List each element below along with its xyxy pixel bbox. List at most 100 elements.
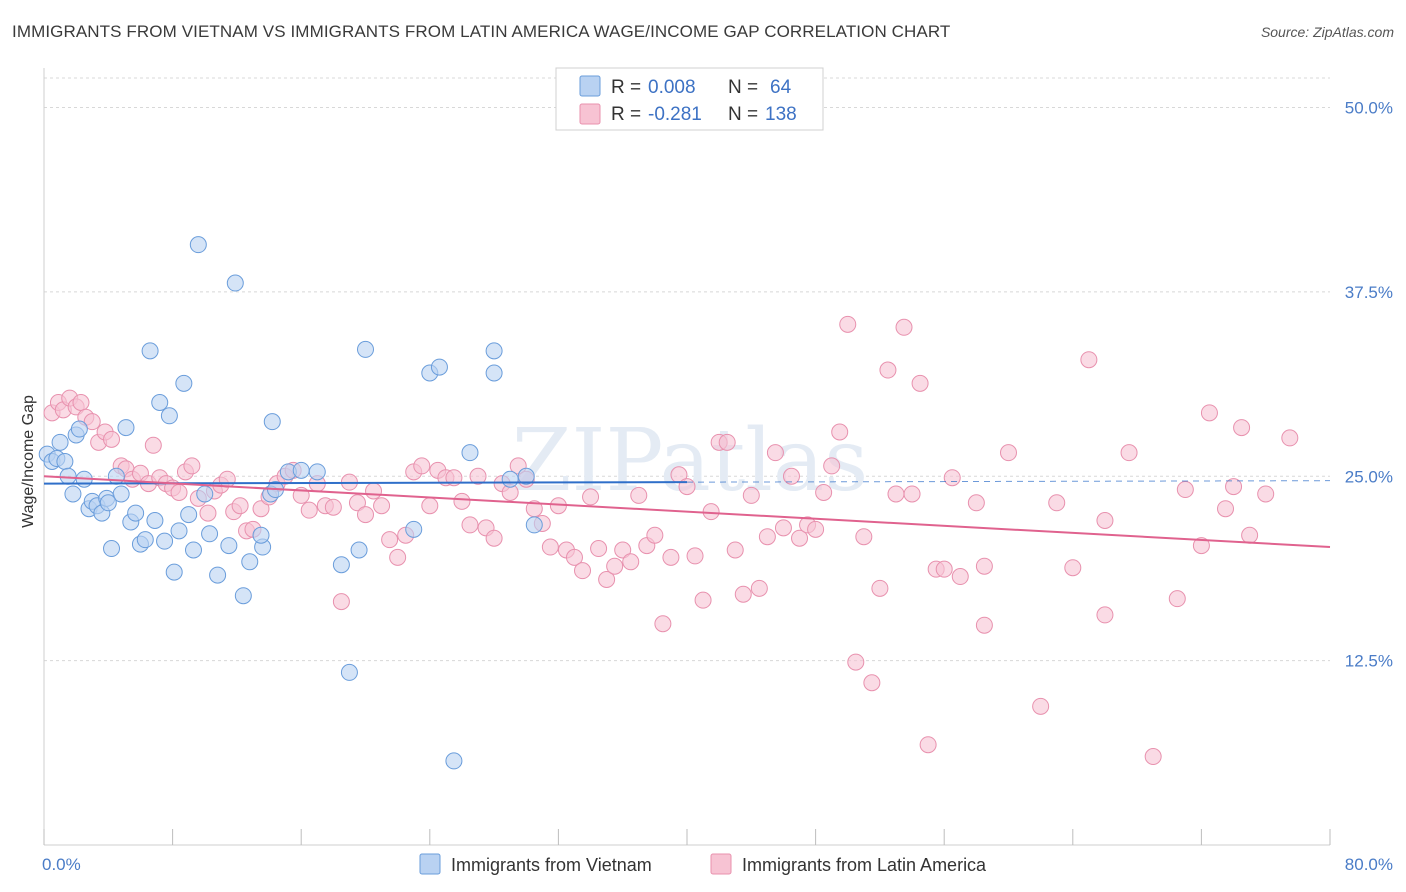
data-point-latam	[1080, 351, 1098, 369]
legend-n-value: 64	[770, 77, 792, 98]
data-point-latam	[847, 653, 865, 671]
data-point-vietnam	[107, 467, 125, 485]
data-point-latam	[373, 497, 391, 515]
data-point-vietnam	[430, 358, 448, 376]
data-point-vietnam	[117, 419, 135, 437]
data-point-vietnam	[209, 566, 227, 584]
data-point-latam	[734, 585, 752, 603]
data-point-vietnam	[99, 494, 117, 512]
data-point-vietnam	[165, 563, 183, 581]
data-point-vietnam	[501, 470, 519, 488]
trend-line-vietnam-extension	[686, 480, 1331, 483]
data-point-latam	[582, 488, 600, 506]
data-point-vietnam	[357, 340, 374, 358]
data-point-latam	[183, 457, 201, 475]
data-point-latam	[324, 498, 342, 516]
trend-line-vietnam	[43, 481, 688, 485]
data-point-latam	[1200, 404, 1218, 422]
data-point-vietnam	[146, 512, 164, 529]
data-point-latam	[718, 433, 736, 451]
data-point-latam	[1225, 478, 1243, 496]
y-tick-label: 25.0%	[1345, 467, 1393, 486]
data-point-latam	[646, 526, 664, 544]
data-point-latam	[1176, 481, 1194, 499]
data-point-latam	[967, 494, 985, 512]
data-point-vietnam	[184, 541, 202, 559]
data-point-vietnam	[340, 663, 358, 681]
data-point-latam	[614, 541, 632, 559]
data-point-latam	[782, 467, 800, 485]
data-point-latam	[1144, 748, 1162, 765]
data-point-latam	[694, 591, 712, 609]
trend-line-latam	[43, 475, 1331, 549]
data-point-latam	[1000, 444, 1017, 462]
data-point-latam	[389, 548, 407, 566]
data-point-latam	[1064, 559, 1082, 577]
data-point-latam	[1096, 512, 1114, 529]
trend-lines	[43, 475, 1331, 549]
data-point-latam	[365, 482, 383, 500]
series-vietnam-points	[38, 236, 543, 770]
data-point-latam	[791, 529, 809, 547]
data-point-vietnam	[405, 520, 423, 538]
data-point-latam	[103, 430, 121, 448]
data-point-latam	[357, 506, 374, 524]
y-tick-label: 12.5%	[1345, 652, 1393, 671]
data-point-latam	[622, 553, 640, 571]
data-point-latam	[815, 483, 833, 501]
data-point-vietnam	[485, 364, 503, 382]
x-tick-labels: 0.0% 80.0%	[42, 855, 1393, 874]
data-point-latam	[413, 457, 431, 475]
data-point-latam	[895, 318, 913, 336]
legend-label-latam: Immigrants from Latin America	[742, 855, 987, 875]
legend-r-label: R =	[611, 77, 641, 98]
data-point-vietnam	[525, 516, 543, 534]
data-point-vietnam	[234, 587, 252, 605]
legend-r-value: -0.281	[648, 104, 702, 125]
data-point-latam	[590, 540, 608, 558]
data-point-latam	[453, 492, 471, 510]
data-point-vietnam	[241, 553, 259, 571]
data-point-latam	[332, 593, 350, 611]
data-point-latam	[1241, 526, 1259, 544]
data-point-latam	[231, 497, 249, 515]
data-point-latam	[951, 568, 969, 586]
data-point-latam	[855, 528, 873, 546]
data-point-vietnam	[196, 485, 214, 503]
data-point-latam	[1168, 590, 1186, 608]
data-point-vietnam	[445, 752, 463, 770]
data-point-latam	[911, 374, 929, 392]
data-point-latam	[83, 413, 101, 431]
data-point-latam	[654, 615, 672, 633]
data-point-vietnam	[350, 541, 368, 559]
data-point-vietnam	[517, 467, 535, 485]
data-point-latam	[252, 500, 270, 518]
data-point-vietnam	[170, 522, 188, 540]
data-point-latam	[381, 531, 399, 549]
data-point-vietnam	[160, 407, 178, 425]
data-point-vietnam	[156, 532, 174, 550]
y-tick-label: 50.0%	[1345, 99, 1393, 118]
data-point-latam	[144, 436, 162, 454]
y-axis-label: Wage/Income Gap	[20, 395, 37, 528]
data-point-latam	[485, 529, 503, 547]
y-tick-labels: 12.5% 25.0% 37.5% 50.0%	[1345, 99, 1393, 671]
data-point-latam	[823, 457, 841, 475]
data-point-latam	[831, 423, 849, 441]
data-point-latam	[170, 483, 188, 501]
data-point-vietnam	[103, 540, 121, 558]
watermark: ZIPatlas	[512, 411, 868, 511]
data-point-vietnam	[56, 453, 74, 470]
data-point-latam	[1257, 485, 1275, 503]
legend-n-value: 138	[765, 104, 797, 125]
x-tick-label: 80.0%	[1345, 855, 1393, 874]
data-point-latam	[678, 478, 696, 496]
legend-swatch-vietnam	[419, 853, 441, 875]
data-point-latam	[919, 736, 937, 754]
data-point-latam	[758, 528, 776, 546]
data-point-latam	[863, 674, 881, 692]
data-point-latam	[766, 444, 784, 462]
data-point-latam	[565, 548, 583, 566]
data-point-vietnam	[180, 506, 198, 524]
